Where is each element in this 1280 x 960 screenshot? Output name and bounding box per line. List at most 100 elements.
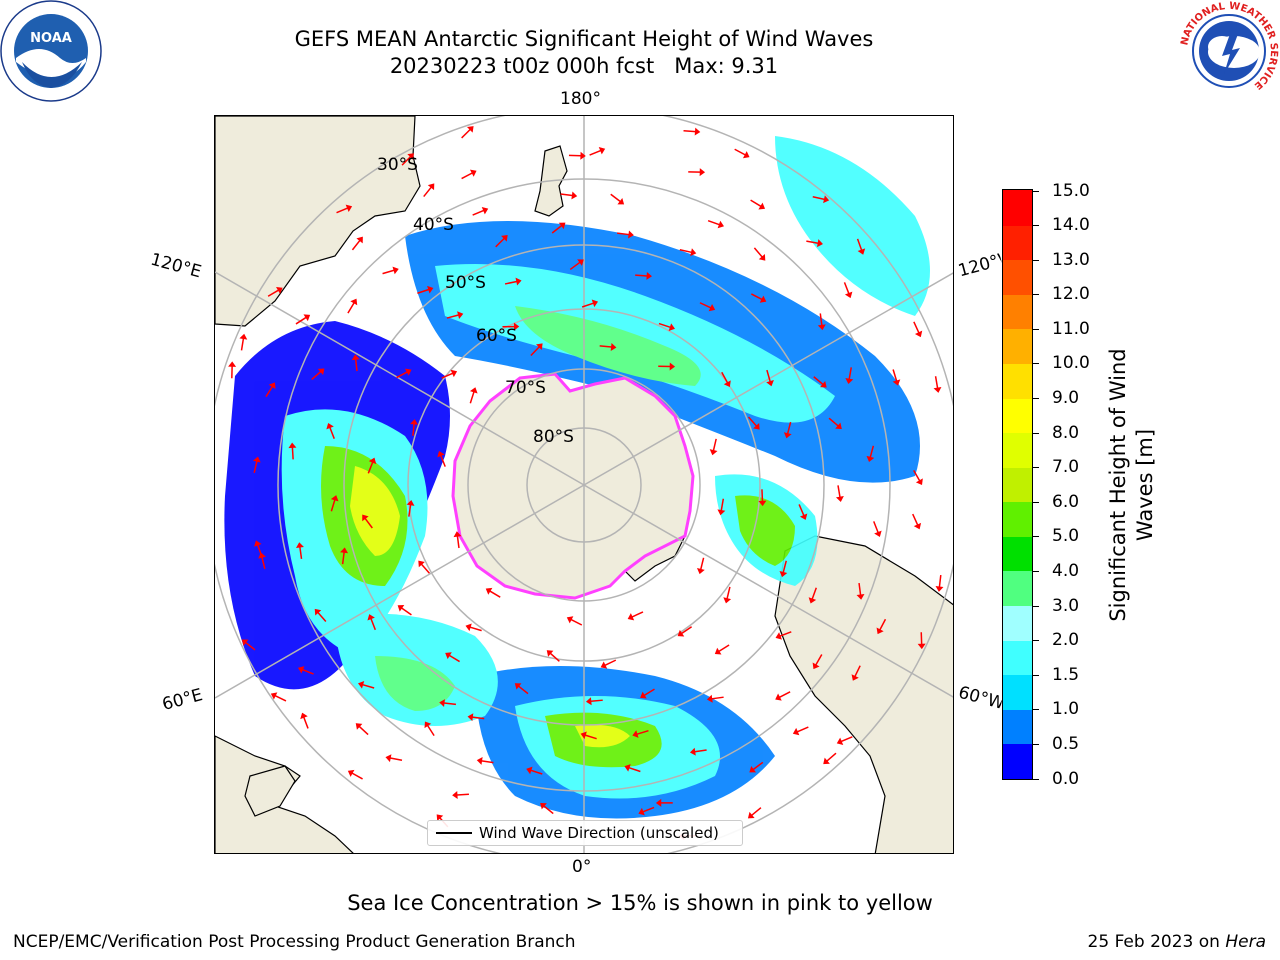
- wave-direction-arrow: [712, 438, 717, 451]
- wave-direction-arrowhead: [385, 754, 392, 763]
- wave-direction-arrow: [610, 193, 621, 203]
- wave-direction-arrow: [423, 186, 432, 198]
- wave-direction-arrow: [330, 499, 336, 512]
- wave-direction-arrow: [812, 196, 825, 201]
- wave-direction-arrow: [683, 129, 696, 133]
- colorbar-band: [1003, 467, 1032, 503]
- wave-direction-arrow: [461, 128, 471, 139]
- wave-direction-arrow: [734, 148, 746, 156]
- colorbar-tick-mark: [1033, 225, 1039, 227]
- colorbar-band: [1003, 501, 1032, 537]
- wave-direction-arrow: [303, 716, 309, 729]
- wave-direction-arrow: [699, 302, 712, 309]
- wave-direction-arrow: [426, 725, 435, 737]
- wave-direction-arrow: [858, 582, 862, 596]
- colorbar-tick-label: 12.0: [1052, 284, 1090, 305]
- wave-direction-arrowhead: [330, 495, 339, 502]
- wave-direction-arrow: [364, 517, 373, 529]
- wave-direction-arrowhead: [914, 330, 923, 338]
- wave-direction-arrow: [518, 685, 529, 695]
- wave-direction-arrowhead: [407, 153, 414, 160]
- wave-direction-arrowhead: [295, 542, 304, 549]
- wave-height-field: [224, 136, 930, 819]
- wave-direction-arrow: [798, 504, 805, 516]
- wave-direction-arrow: [317, 611, 327, 622]
- wave-direction-arrowhead: [501, 234, 508, 242]
- noaa-logo: NOAA: [0, 0, 102, 102]
- colorbar-tick-label: 14.0: [1052, 215, 1090, 236]
- wave-direction-arrow: [642, 806, 655, 813]
- wave-direction-arrow: [726, 586, 731, 599]
- wave-direction-arrowhead: [913, 522, 922, 530]
- colorbar-tick-mark: [1033, 674, 1039, 676]
- wave-direction-arrowhead: [690, 248, 697, 257]
- colorbar-tick-label: 10.0: [1052, 353, 1090, 374]
- wave-direction-arrowhead: [677, 629, 685, 637]
- wave-direction-arrow: [811, 587, 818, 600]
- lat-label-30: 30°S: [377, 155, 418, 175]
- colorbar-band: [1003, 709, 1032, 745]
- wave-direction-arrowhead: [268, 382, 276, 390]
- wave-direction-arrowhead: [228, 361, 237, 367]
- wave-direction-arrow: [843, 282, 850, 294]
- wave-direction-arrow: [828, 417, 839, 427]
- wave-direction-arrowhead: [340, 547, 349, 554]
- wave-direction-arrow: [694, 749, 707, 753]
- wave-direction-arrow: [700, 557, 705, 570]
- wave-direction-arrow: [873, 521, 879, 533]
- wave-direction-arrowhead: [646, 271, 652, 280]
- wave-direction-arrowhead: [792, 727, 800, 736]
- wave-direction-arrowhead: [515, 277, 522, 286]
- wave-direction-arrowhead: [758, 500, 767, 507]
- wave-direction-arrow: [813, 376, 824, 386]
- wave-direction-arrowhead: [485, 587, 493, 595]
- wave-direction-arrowhead: [427, 285, 434, 294]
- colorbar-band: [1003, 259, 1032, 295]
- wave-direction-arrow: [351, 772, 363, 780]
- wave-direction-arrow: [779, 691, 791, 698]
- colorbar-tick-label: 7.0: [1052, 457, 1080, 478]
- antarctica-overlay: [451, 372, 695, 600]
- wave-direction-arrowhead: [536, 343, 543, 351]
- wave-direction-arrowhead: [775, 632, 782, 640]
- wave-direction-arrowhead: [799, 513, 808, 520]
- wave-direction-arrowhead: [297, 666, 305, 674]
- wave-direction-arrow: [448, 654, 460, 663]
- wave-direction-arrowhead: [355, 723, 363, 730]
- colorbar-tick-mark: [1033, 743, 1039, 745]
- wave-direction-arrowhead: [392, 266, 399, 275]
- wave-direction-arrowhead: [823, 195, 830, 204]
- colorbar-band: [1003, 225, 1032, 261]
- colorbar-tick-label: 2.0: [1052, 630, 1080, 651]
- colorbar-tick-label: 6.0: [1052, 491, 1080, 512]
- wave-direction-arrowhead: [775, 693, 782, 701]
- wave-direction-arrow: [590, 699, 603, 703]
- wave-direction-arrowhead: [585, 697, 592, 706]
- colorbar-tick-mark: [1033, 605, 1039, 607]
- wave-direction-arrowhead: [598, 147, 606, 155]
- wave-direction-arrow: [311, 371, 322, 381]
- colorbar-band: [1003, 640, 1032, 676]
- wave-direction-arrowhead: [351, 354, 360, 361]
- wave-direction-arrow: [589, 149, 602, 156]
- wave-direction-arrow: [367, 461, 374, 474]
- colorbar-tick-mark: [1033, 398, 1039, 400]
- colorbar-band: [1003, 294, 1032, 330]
- wave-direction-arrow: [581, 302, 594, 308]
- colorbar-band: [1003, 190, 1032, 226]
- wave-direction-arrowhead: [638, 807, 645, 816]
- wave-direction-arrowhead: [759, 295, 767, 303]
- wave-direction-arrow: [256, 544, 263, 557]
- wave-direction-arrowhead: [345, 204, 353, 212]
- wave-direction-arrowhead: [844, 291, 853, 299]
- colorbar-tick-label: 0.5: [1052, 733, 1080, 754]
- wave-direction-arrow: [560, 193, 573, 197]
- wave-direction-arrowhead: [845, 378, 854, 384]
- wave-direction-arrow: [362, 683, 375, 689]
- wave-direction-arrowhead: [866, 455, 875, 463]
- wave-direction-arrowhead: [817, 324, 826, 331]
- wave-direction-arrowhead: [466, 126, 474, 133]
- wave-direction-arrowhead: [580, 151, 586, 160]
- colorbar-tick-mark: [1033, 363, 1039, 365]
- colorbar-tick-mark: [1033, 501, 1039, 503]
